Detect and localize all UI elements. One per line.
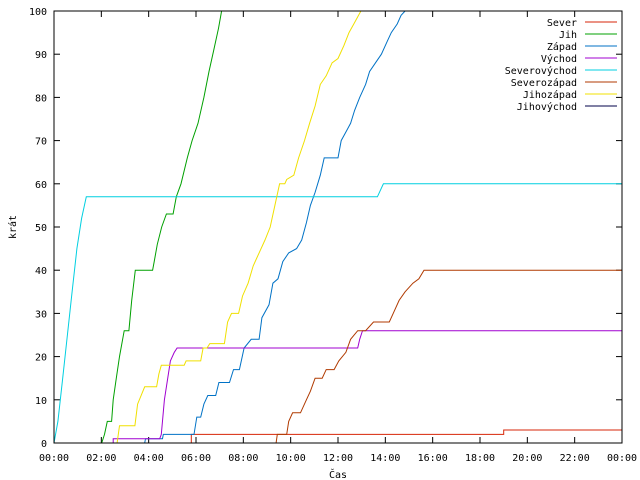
x-tick-label: 22:00 <box>560 453 590 464</box>
x-tick-label: 16:00 <box>418 453 448 464</box>
legend: SeverJihZápadVýchodSeverovýchodSeverozáp… <box>505 18 617 113</box>
x-tick-label: 06:00 <box>181 453 211 464</box>
series-line-1 <box>101 10 223 444</box>
legend-label: Sever <box>547 18 577 29</box>
y-tick-label: 100 <box>29 7 47 18</box>
legend-label: Severozápad <box>511 77 577 89</box>
y-tick-label: 20 <box>35 353 47 364</box>
legend-label: Východ <box>541 53 577 65</box>
x-tick-label: 00:00 <box>607 453 637 464</box>
y-tick-label: 50 <box>35 223 47 234</box>
legend-label: Jihovýchod <box>517 101 577 113</box>
x-tick-label: 18:00 <box>465 453 495 464</box>
series-line-5 <box>54 269 622 444</box>
series-line-2 <box>54 10 622 444</box>
y-tick-label: 90 <box>35 50 47 61</box>
x-tick-label: 12:00 <box>323 453 353 464</box>
y-tick-label: 60 <box>35 180 47 191</box>
series-line-4 <box>53 183 622 444</box>
y-tick-label: 30 <box>35 309 47 320</box>
x-tick-label: 08:00 <box>228 453 258 464</box>
x-tick-label: 00:00 <box>39 453 69 464</box>
x-tick-label: 20:00 <box>512 453 542 464</box>
plot-frame <box>53 10 623 444</box>
y-tick-label: 80 <box>35 93 47 104</box>
legend-label: Jihozápad <box>523 89 577 101</box>
y-tick-label: 0 <box>41 439 47 450</box>
y-axis-label: krát <box>7 215 19 239</box>
y-tick-label: 10 <box>35 396 47 407</box>
series-line-3 <box>112 330 622 443</box>
x-tick-label: 02:00 <box>86 453 116 464</box>
legend-label: Severovýchod <box>505 65 577 77</box>
x-tick-label: 04:00 <box>134 453 164 464</box>
tick-labels: 00:00 02:00 04:00 06:00 08:00 10:00 12:00 14:00… <box>29 7 637 464</box>
legend-label: Západ <box>547 41 577 53</box>
y-tick-label: 40 <box>35 266 47 277</box>
x-tick-label: 14:00 <box>370 453 400 464</box>
x-axis-label: Čas <box>329 468 347 480</box>
y-tick-label: 70 <box>35 137 47 148</box>
x-tick-label: 10:00 <box>276 453 306 464</box>
series-line-6 <box>54 10 622 444</box>
legend-label: Jih <box>559 30 577 41</box>
